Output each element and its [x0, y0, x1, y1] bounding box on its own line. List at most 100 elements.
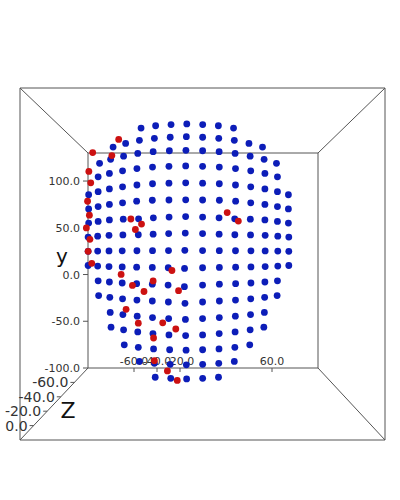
point	[149, 298, 156, 305]
point	[216, 346, 223, 353]
x-tick	[272, 368, 273, 372]
point	[150, 231, 157, 238]
y-tick-label: -50.0	[52, 315, 80, 328]
point	[246, 341, 253, 348]
point	[106, 201, 113, 208]
point	[138, 125, 145, 132]
point	[231, 344, 238, 351]
point	[182, 316, 189, 323]
point	[262, 217, 269, 224]
point	[122, 140, 129, 147]
point	[95, 218, 102, 225]
box-edge	[318, 153, 319, 368]
point	[166, 332, 173, 339]
point	[121, 341, 128, 348]
point	[85, 191, 92, 198]
point	[89, 149, 96, 156]
point	[262, 201, 269, 208]
point	[106, 248, 113, 255]
y-tick-label: 100.0	[49, 175, 81, 188]
point	[134, 165, 141, 172]
point	[181, 265, 188, 272]
point	[199, 346, 206, 353]
point	[175, 287, 182, 294]
point	[261, 156, 268, 163]
point	[136, 137, 143, 144]
point	[216, 231, 223, 238]
point	[232, 182, 239, 189]
point	[134, 182, 141, 189]
point	[215, 360, 222, 367]
point	[129, 282, 136, 289]
y-tick	[83, 181, 88, 182]
box-edge	[20, 440, 385, 441]
point	[108, 152, 115, 159]
point	[134, 297, 141, 304]
point	[119, 295, 126, 302]
point	[181, 283, 188, 290]
x-tick	[134, 368, 135, 372]
point	[107, 309, 114, 316]
point	[167, 134, 174, 141]
point	[199, 197, 206, 204]
point	[231, 137, 238, 144]
point	[247, 153, 254, 160]
point	[149, 197, 156, 204]
point	[120, 216, 127, 223]
point	[231, 358, 238, 365]
point	[120, 153, 127, 160]
point	[87, 179, 94, 186]
point	[164, 367, 171, 374]
point	[274, 203, 281, 210]
point	[150, 335, 157, 342]
point	[274, 233, 281, 240]
y-tick-label: 50.0	[56, 222, 81, 235]
point	[183, 121, 190, 128]
point	[232, 313, 239, 320]
point	[216, 281, 223, 288]
point	[199, 375, 206, 382]
point	[274, 263, 281, 270]
y-tick	[83, 368, 88, 369]
point	[262, 170, 269, 177]
point	[199, 180, 206, 187]
box-edge	[318, 88, 385, 153]
point	[85, 168, 92, 175]
point	[216, 264, 223, 271]
point	[95, 292, 102, 299]
point	[182, 300, 189, 307]
point	[106, 279, 113, 286]
point	[262, 263, 269, 270]
point	[94, 248, 101, 255]
point	[149, 264, 156, 271]
point	[152, 122, 159, 129]
point	[246, 140, 253, 147]
point	[248, 280, 255, 287]
point	[199, 134, 206, 141]
point	[262, 279, 269, 286]
point	[83, 224, 90, 231]
point	[174, 377, 181, 384]
point	[199, 163, 206, 170]
point	[262, 186, 269, 193]
point	[133, 264, 140, 271]
point	[115, 136, 122, 143]
point	[199, 121, 206, 128]
point	[199, 147, 206, 154]
point	[168, 121, 175, 128]
point	[165, 247, 172, 254]
point	[216, 214, 223, 221]
chart: 100.050.00.0-50.0-100.0-60.0-40.0-20.060…	[0, 0, 400, 500]
point	[199, 315, 206, 322]
point	[182, 196, 189, 203]
x-tick-label: -20.0	[166, 355, 194, 368]
point	[151, 357, 158, 364]
point	[216, 330, 223, 337]
point	[166, 163, 173, 170]
series	[83, 136, 242, 384]
point	[199, 214, 206, 221]
point	[151, 135, 158, 142]
point	[216, 148, 223, 155]
point	[106, 294, 113, 301]
point	[232, 165, 239, 172]
